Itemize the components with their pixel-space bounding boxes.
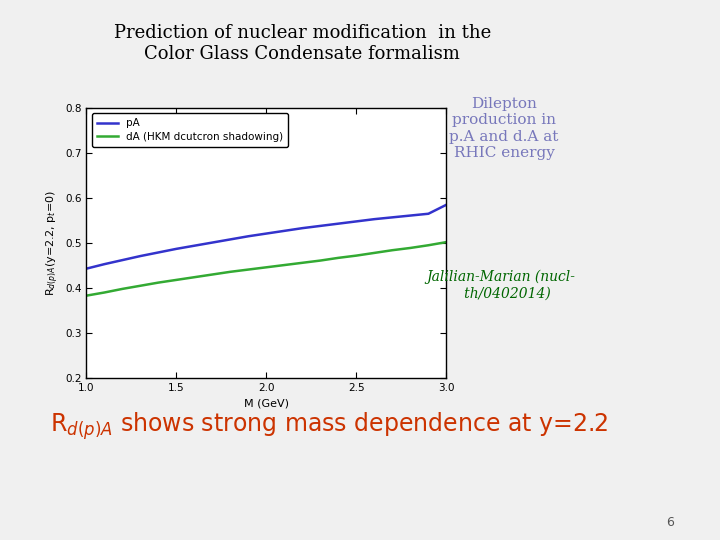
- dA (HKM dcutcron shadowing): [172, 276, 181, 283]
- dA (HKM dcutcron shadowing): [442, 239, 451, 245]
- Text: Prediction of nuclear modification  in the
Color Glass Condensate formalism: Prediction of nuclear modification in th…: [114, 24, 491, 63]
- pA: [298, 225, 307, 231]
- dA (HKM dcutcron shadowing): [352, 252, 361, 259]
- pA: [262, 230, 271, 237]
- Line: pA: pA: [86, 205, 446, 269]
- dA (HKM dcutcron shadowing): [244, 266, 253, 273]
- pA: [154, 249, 163, 256]
- pA: [388, 214, 397, 220]
- Text: R$_{d(p)A}$ shows strong mass dependence at y=2.2: R$_{d(p)A}$ shows strong mass dependence…: [50, 410, 608, 442]
- dA (HKM dcutcron shadowing): [226, 268, 235, 275]
- pA: [208, 239, 217, 246]
- Y-axis label: R$_{d(p)A}$(y=2.2, p$_{t}$=0): R$_{d(p)A}$(y=2.2, p$_{t}$=0): [45, 190, 61, 296]
- pA: [334, 220, 343, 227]
- dA (HKM dcutcron shadowing): [424, 242, 433, 248]
- dA (HKM dcutcron shadowing): [406, 245, 415, 251]
- Text: Dilepton
production in
p.A and d.A at
RHIC energy: Dilepton production in p.A and d.A at RH…: [449, 97, 559, 160]
- Text: Jalilian-Marian (nucl-
   th/0402014): Jalilian-Marian (nucl- th/0402014): [426, 270, 575, 301]
- Text: 6: 6: [666, 516, 673, 529]
- dA (HKM dcutcron shadowing): [154, 279, 163, 286]
- pA: [352, 218, 361, 225]
- pA: [100, 261, 109, 267]
- pA: [442, 201, 451, 208]
- pA: [406, 212, 415, 219]
- pA: [118, 257, 127, 264]
- pA: [316, 222, 325, 229]
- dA (HKM dcutcron shadowing): [136, 282, 145, 289]
- Line: dA (HKM dcutcron shadowing): dA (HKM dcutcron shadowing): [86, 242, 446, 296]
- dA (HKM dcutcron shadowing): [334, 255, 343, 261]
- dA (HKM dcutcron shadowing): [82, 293, 91, 299]
- pA: [424, 211, 433, 217]
- dA (HKM dcutcron shadowing): [208, 271, 217, 278]
- Legend: pA, dA (HKM dcutcron shadowing): pA, dA (HKM dcutcron shadowing): [91, 113, 288, 147]
- dA (HKM dcutcron shadowing): [370, 249, 379, 256]
- dA (HKM dcutcron shadowing): [100, 289, 109, 296]
- dA (HKM dcutcron shadowing): [280, 262, 289, 268]
- pA: [82, 266, 91, 272]
- dA (HKM dcutcron shadowing): [298, 260, 307, 266]
- dA (HKM dcutcron shadowing): [262, 264, 271, 271]
- dA (HKM dcutcron shadowing): [118, 286, 127, 292]
- pA: [172, 246, 181, 252]
- pA: [244, 233, 253, 240]
- X-axis label: M (GeV): M (GeV): [244, 399, 289, 408]
- pA: [136, 253, 145, 259]
- pA: [190, 242, 199, 249]
- dA (HKM dcutcron shadowing): [190, 274, 199, 280]
- pA: [280, 228, 289, 234]
- pA: [370, 216, 379, 222]
- pA: [226, 236, 235, 242]
- dA (HKM dcutcron shadowing): [316, 258, 325, 264]
- dA (HKM dcutcron shadowing): [388, 247, 397, 253]
